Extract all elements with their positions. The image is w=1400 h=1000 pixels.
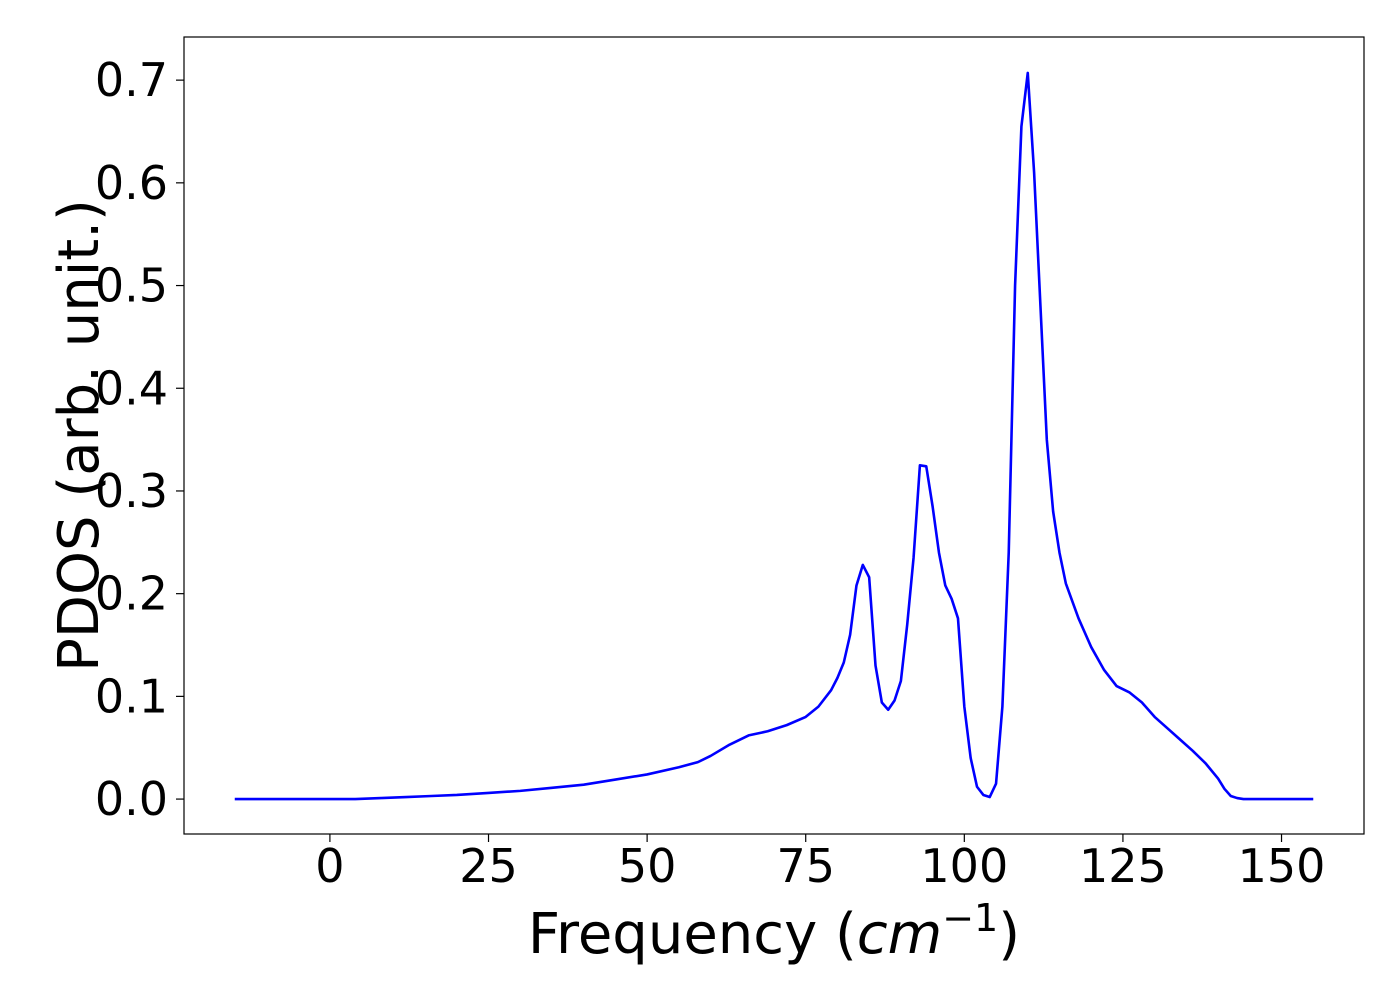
y-axis-title: PDOS (arb. unit.) bbox=[47, 199, 112, 672]
x-tick-label: 150 bbox=[1238, 839, 1326, 893]
x-axis-title-unit: cm bbox=[857, 902, 942, 967]
x-axis-title-prefix: Frequency ( bbox=[528, 902, 857, 967]
x-axis-title-exponent: −1 bbox=[942, 896, 998, 940]
x-tick-label: 0 bbox=[315, 839, 344, 893]
y-tick-label: 0.0 bbox=[95, 772, 168, 826]
y-tick-label: 0.7 bbox=[95, 53, 168, 107]
y-tick-label: 0.4 bbox=[95, 361, 168, 415]
y-tick-label: 0.6 bbox=[95, 156, 168, 210]
plot-area bbox=[183, 36, 1365, 835]
axes-frame bbox=[183, 36, 1365, 835]
x-tick-label: 50 bbox=[618, 839, 677, 893]
x-axis-title-suffix: ) bbox=[998, 902, 1020, 967]
x-tick-label: 100 bbox=[920, 839, 1008, 893]
y-tick-label: 0.3 bbox=[95, 464, 168, 518]
y-tick-label: 0.2 bbox=[95, 567, 168, 621]
x-tick-label: 75 bbox=[776, 839, 835, 893]
y-tick-label: 0.1 bbox=[95, 669, 168, 723]
y-tick-label: 0.5 bbox=[95, 259, 168, 313]
x-axis-ticks: 0 25 50 75 100 125 150 bbox=[315, 834, 1325, 893]
pdos-series-line-0 bbox=[234, 71, 1314, 801]
x-axis-title: Frequency (cm−1) bbox=[528, 896, 1020, 967]
x-tick-label: 25 bbox=[459, 839, 518, 893]
y-axis-ticks: 0.0 0.1 0.2 0.3 0.4 0.5 0.6 0.7 bbox=[95, 53, 184, 826]
x-tick-label: 125 bbox=[1079, 839, 1167, 893]
